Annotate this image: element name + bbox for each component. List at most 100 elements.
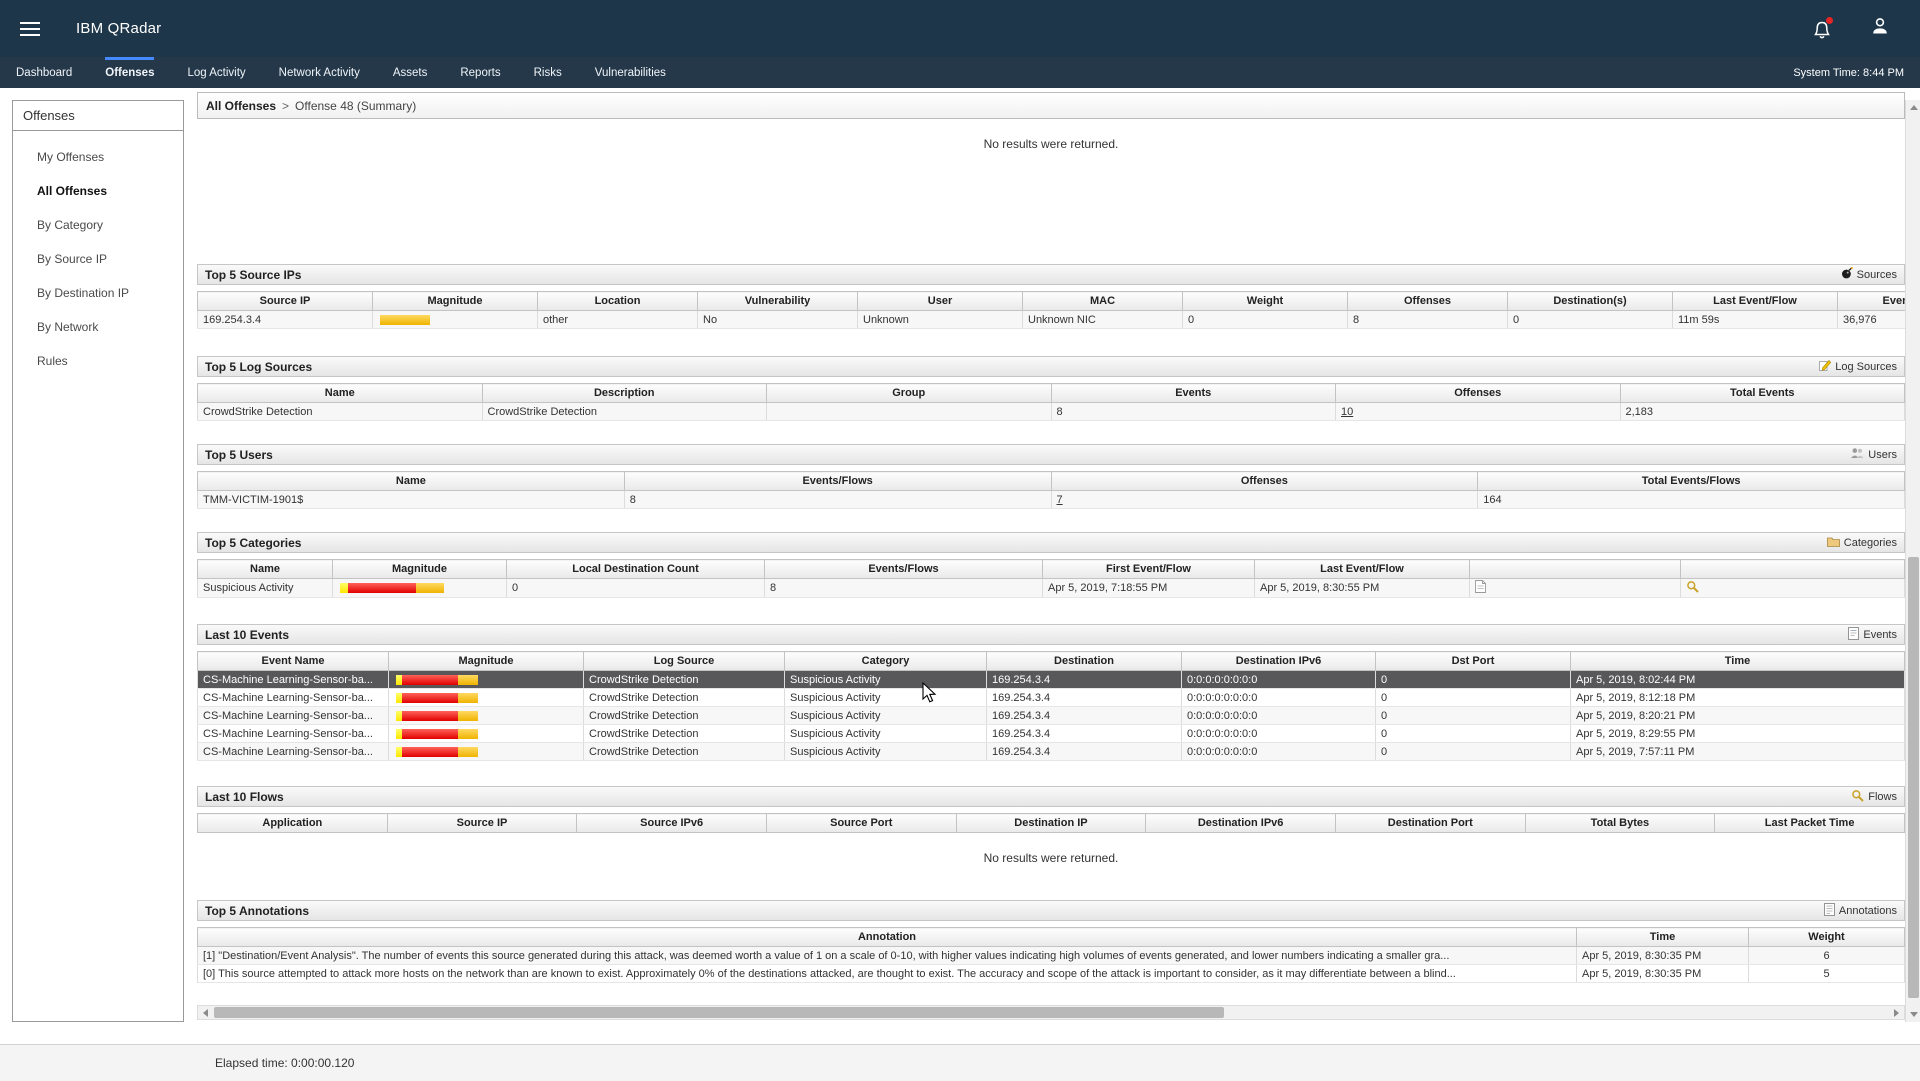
categories-toolbar-button[interactable]: Categories bbox=[1826, 536, 1897, 550]
column-header[interactable]: Log Source bbox=[583, 651, 785, 671]
column-header[interactable]: Destination IPv6 bbox=[1181, 651, 1376, 671]
hamburger-menu-icon[interactable] bbox=[20, 21, 40, 36]
tab-risks[interactable]: Risks bbox=[533, 66, 562, 79]
column-header[interactable] bbox=[1680, 559, 1905, 579]
column-header[interactable]: Last Event/Flow bbox=[1254, 559, 1470, 579]
column-header[interactable]: Weight bbox=[1748, 927, 1905, 947]
breadcrumb-all-offenses[interactable]: All Offenses bbox=[206, 98, 277, 113]
scroll-down-arrow[interactable] bbox=[1906, 1007, 1920, 1022]
sidebar-list: My Offenses All Offenses By Category By Sou… bbox=[13, 131, 183, 383]
table-row[interactable]: CS-Machine Learning-Sensor-ba... CrowdStr… bbox=[197, 742, 1905, 761]
column-header[interactable]: Magnitude bbox=[372, 291, 538, 311]
column-header[interactable]: Last Packet Time bbox=[1714, 813, 1905, 833]
horizontal-scroll-thumb[interactable] bbox=[214, 1007, 1224, 1018]
column-header[interactable]: Description bbox=[481, 383, 767, 403]
tab-assets[interactable]: Assets bbox=[392, 66, 428, 79]
column-header[interactable]: Source Port bbox=[765, 813, 957, 833]
scroll-up-arrow[interactable] bbox=[1906, 100, 1920, 115]
column-header[interactable]: Name bbox=[197, 471, 625, 491]
column-header[interactable]: Vulnerability bbox=[697, 291, 858, 311]
column-header[interactable]: Name bbox=[197, 383, 483, 403]
column-header[interactable]: Time bbox=[1576, 927, 1749, 947]
table-row[interactable]: Suspicious Activity 0 8 Apr 5, 2019, 7:18:5… bbox=[197, 578, 1905, 598]
tab-reports[interactable]: Reports bbox=[460, 66, 501, 79]
tab-network-activity[interactable]: Network Activity bbox=[278, 66, 360, 79]
scroll-right-arrow[interactable] bbox=[1889, 1006, 1904, 1019]
search-icon[interactable] bbox=[1686, 580, 1699, 596]
tab-dashboard[interactable]: Dashboard bbox=[16, 66, 73, 79]
table-row[interactable]: 169.254.3.4 other No Unknown Unknown NIC 0 8 0 1… bbox=[197, 310, 1905, 329]
document-icon[interactable] bbox=[1475, 580, 1486, 596]
column-header[interactable]: Destination IPv6 bbox=[1145, 813, 1336, 833]
column-header[interactable]: Total Events/Flows bbox=[1477, 471, 1905, 491]
table-row[interactable]: [0] This source attempted to attack more… bbox=[197, 964, 1905, 983]
tab-vulnerabilities[interactable]: Vulnerabilities bbox=[594, 66, 666, 79]
table-row[interactable]: CS-Machine Learning-Sensor-ba... CrowdStr… bbox=[197, 706, 1905, 725]
column-header[interactable]: Category bbox=[784, 651, 987, 671]
column-header[interactable]: Offenses bbox=[1050, 471, 1479, 491]
sidebar-item-by-source-ip[interactable]: By Source IP bbox=[37, 252, 108, 266]
column-header[interactable]: Events/Flows bbox=[623, 471, 1052, 491]
column-header[interactable]: Source IPv6 bbox=[576, 813, 767, 833]
column-header[interactable]: First Event/Flow bbox=[1042, 559, 1255, 579]
column-header[interactable]: Time bbox=[1570, 651, 1905, 671]
cell-link[interactable]: 7 bbox=[1056, 493, 1063, 506]
column-header[interactable]: Event Name bbox=[197, 651, 389, 671]
vertical-scrollbar[interactable] bbox=[1905, 100, 1920, 1022]
column-header[interactable]: Location bbox=[537, 291, 698, 311]
sidebar-item-by-network[interactable]: By Network bbox=[37, 320, 99, 334]
users-toolbar-button[interactable]: Users bbox=[1850, 447, 1897, 462]
column-header[interactable]: Destination bbox=[986, 651, 1182, 671]
column-header[interactable]: Magnitude bbox=[332, 559, 507, 579]
events-toolbar-button[interactable]: Events bbox=[1848, 626, 1897, 643]
column-header[interactable]: Destination IP bbox=[955, 813, 1147, 833]
column-header[interactable]: Events bbox=[1050, 383, 1336, 403]
vertical-scroll-thumb[interactable] bbox=[1908, 557, 1919, 998]
table-cell bbox=[388, 688, 584, 707]
column-header[interactable]: Destination(s) bbox=[1507, 291, 1673, 311]
column-header[interactable]: Events/Flows bbox=[764, 559, 1043, 579]
flows-toolbar-button[interactable]: Flows bbox=[1851, 789, 1897, 805]
table-row[interactable]: TMM-VICTIM-1901$ 8 7 164 bbox=[197, 490, 1905, 509]
table-row[interactable]: CS-Machine Learning-Sensor-ba... CrowdStr… bbox=[197, 724, 1905, 743]
column-header[interactable]: Offenses bbox=[1335, 383, 1621, 403]
column-header[interactable]: Destination Port bbox=[1334, 813, 1526, 833]
tab-log-activity[interactable]: Log Activity bbox=[187, 66, 246, 79]
sidebar-item-by-category[interactable]: By Category bbox=[37, 218, 104, 232]
scroll-left-arrow[interactable] bbox=[198, 1006, 213, 1019]
column-header[interactable]: Local Destination Count bbox=[506, 559, 765, 579]
sidebar-item-rules[interactable]: Rules bbox=[37, 354, 68, 368]
annotations-toolbar-button[interactable]: Annotations bbox=[1823, 902, 1897, 919]
column-header[interactable]: Weight bbox=[1182, 291, 1348, 311]
column-header[interactable]: Source IP bbox=[197, 291, 373, 311]
column-header[interactable]: Dst Port bbox=[1375, 651, 1571, 671]
column-header[interactable]: MAC bbox=[1022, 291, 1183, 311]
column-header[interactable]: Offenses bbox=[1347, 291, 1508, 311]
sidebar-item-by-destination-ip[interactable]: By Destination IP bbox=[37, 286, 130, 300]
table-row[interactable]: CS-Machine Learning-Sensor-ba... CrowdStr… bbox=[197, 688, 1905, 707]
log-sources-toolbar-button[interactable]: Log Sources bbox=[1819, 359, 1897, 374]
table-row[interactable]: CS-Machine Learning-Sensor-ba... CrowdStr… bbox=[197, 670, 1905, 689]
sidebar-item-all-offenses[interactable]: All Offenses bbox=[37, 184, 108, 198]
table-row[interactable]: CrowdStrike Detection CrowdStrike Detecti… bbox=[197, 402, 1905, 421]
column-header[interactable]: Source IP bbox=[386, 813, 578, 833]
user-avatar-icon[interactable] bbox=[1868, 14, 1892, 43]
column-header[interactable]: Magnitude bbox=[388, 651, 584, 671]
column-header[interactable]: Event bbox=[1837, 291, 1905, 311]
column-header[interactable]: Application bbox=[197, 813, 388, 833]
column-header[interactable]: User bbox=[857, 291, 1023, 311]
column-header[interactable]: Last Event/Flow bbox=[1672, 291, 1838, 311]
sidebar-item-my-offenses[interactable]: My Offenses bbox=[37, 150, 105, 164]
column-header[interactable] bbox=[1469, 559, 1681, 579]
table-row[interactable]: [1] "Destination/Event Analysis". The nu… bbox=[197, 946, 1905, 965]
column-header[interactable]: Name bbox=[197, 559, 333, 579]
cell-link[interactable]: 10 bbox=[1341, 405, 1354, 418]
column-header[interactable]: Group bbox=[766, 383, 1052, 403]
notifications-bell-icon[interactable] bbox=[1810, 16, 1834, 41]
horizontal-scrollbar[interactable] bbox=[197, 1005, 1905, 1020]
column-header[interactable]: Total Events bbox=[1619, 383, 1905, 403]
tab-offenses[interactable]: Offenses bbox=[105, 57, 154, 88]
sources-toolbar-button[interactable]: Sources bbox=[1841, 267, 1897, 282]
column-header[interactable]: Annotation bbox=[197, 927, 1577, 947]
column-header[interactable]: Total Bytes bbox=[1524, 813, 1716, 833]
